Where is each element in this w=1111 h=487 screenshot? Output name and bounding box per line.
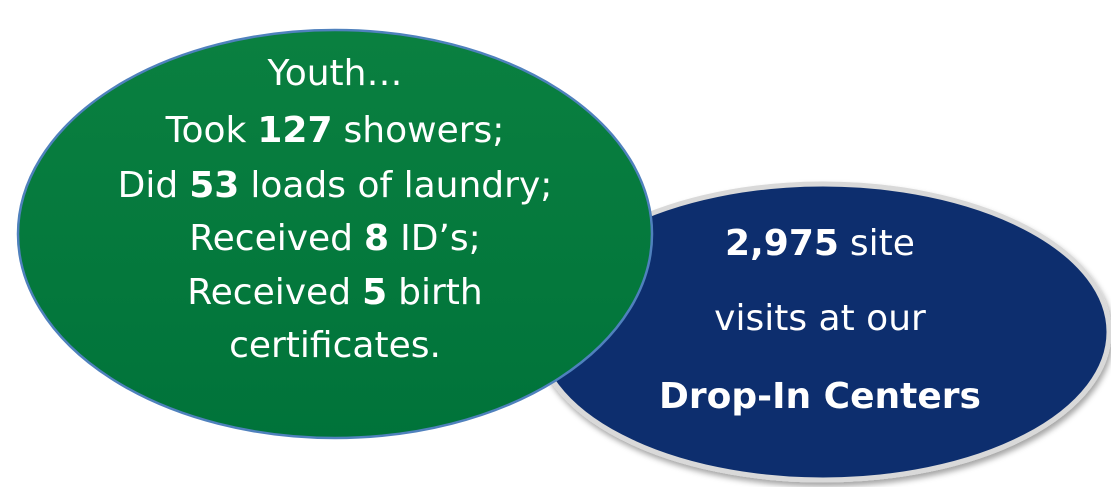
text-line: Youth… (267, 53, 403, 94)
text-line: Drop-In Centers (659, 376, 981, 417)
bold-text: Drop-In Centers (659, 376, 981, 417)
text: birth (398, 272, 483, 313)
text: Received (189, 218, 353, 259)
green-ellipse (16, 28, 654, 440)
text-line: certificates. (229, 325, 441, 366)
text: site (850, 223, 915, 264)
text: ID’s; (400, 218, 481, 259)
text: showers; (344, 110, 505, 151)
bold-text: 127 (257, 110, 332, 151)
text-line: visits at our (714, 298, 926, 339)
bold-text: 2,975 (725, 223, 839, 264)
texts: Youth… Took 127 showers; Did 53 loads of laund… (118, 53, 981, 417)
bold-text: 8 (364, 218, 389, 259)
text: visits at our (714, 298, 926, 339)
text-line: Received 8 ID’s; (189, 218, 481, 259)
text: Received (187, 272, 351, 313)
text-line: Received 5 birth (187, 272, 482, 313)
bold-text: 5 (362, 272, 387, 313)
text-line: Did 53 loads of laundry; (118, 165, 553, 206)
text: Did (118, 165, 179, 206)
text: certificates. (229, 325, 441, 366)
text: loads of laundry; (250, 165, 552, 206)
bold-text: 53 (189, 165, 239, 206)
text-line: 2,975 site (725, 223, 915, 264)
text: Youth… (267, 53, 403, 94)
text-line: Took 127 showers; (165, 110, 505, 151)
text: Took (165, 110, 247, 151)
